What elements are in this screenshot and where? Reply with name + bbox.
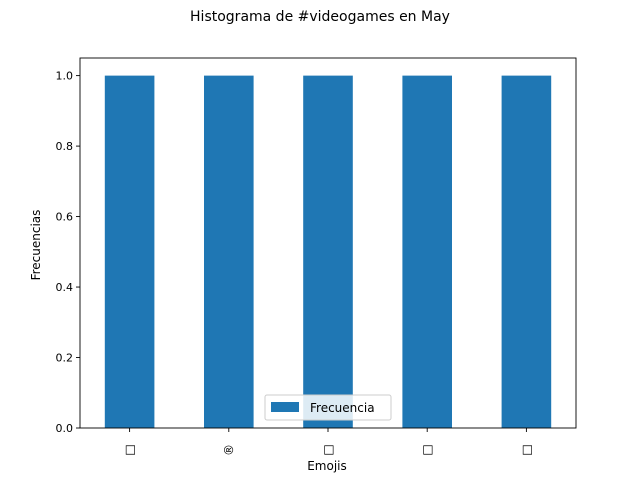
- y-tick-label: 0.8: [56, 140, 74, 153]
- legend-box: [264, 394, 392, 421]
- bar: [204, 75, 254, 429]
- bar: [501, 75, 552, 429]
- legend: Frecuencia: [264, 394, 392, 421]
- x-tick-label: ®: [222, 444, 236, 456]
- legend-label: Frecuencia: [310, 401, 375, 415]
- y-tick-label: 0.0: [56, 422, 74, 435]
- legend-swatch: [271, 402, 299, 412]
- bar: [402, 75, 452, 429]
- x-tick-label: □: [420, 444, 434, 455]
- x-axis-label: Emojis: [307, 459, 347, 473]
- bar: [104, 75, 155, 429]
- y-tick-label: 1.0: [56, 70, 74, 83]
- chart-title: Histograma de #videogames en May: [190, 9, 450, 25]
- x-tick-label: □: [519, 444, 533, 455]
- x-tick-label: □: [321, 444, 335, 455]
- y-tick-label: 0.4: [56, 281, 74, 294]
- y-axis-label: Frecuencias: [29, 210, 43, 281]
- y-tick-label: 0.2: [56, 352, 74, 365]
- x-tick-label: □: [123, 444, 137, 455]
- y-tick-label: 0.6: [56, 211, 74, 224]
- plot-area: 0.0 0.2 0.4 0.6 0.8 1.0 □ ® □ □ □ Frecuencia: [56, 57, 577, 456]
- bar: [303, 75, 353, 429]
